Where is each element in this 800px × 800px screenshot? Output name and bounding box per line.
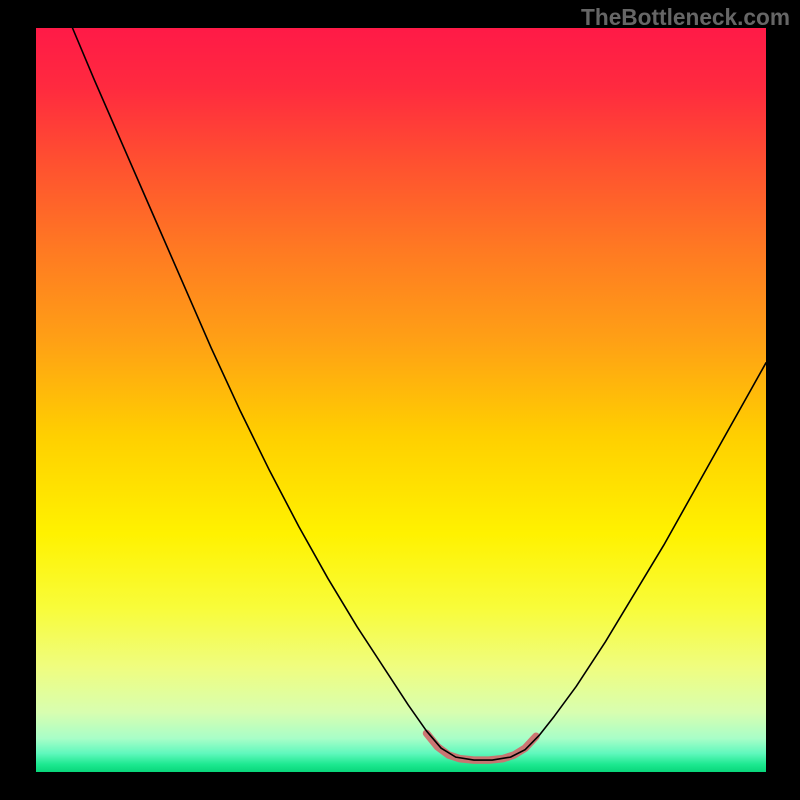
plot-background xyxy=(36,28,766,772)
chart-container: TheBottleneck.com xyxy=(0,0,800,800)
watermark-label: TheBottleneck.com xyxy=(581,4,790,31)
bottleneck-chart xyxy=(0,0,800,800)
